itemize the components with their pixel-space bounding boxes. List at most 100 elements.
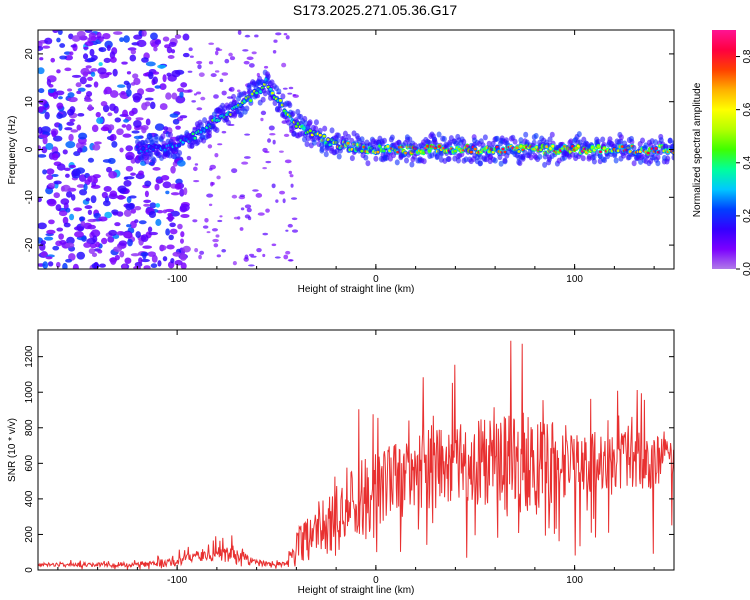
spectrogram-cell <box>427 149 432 153</box>
spectrogram-cell <box>287 92 293 95</box>
spectrogram-cell <box>580 155 586 162</box>
spectrogram-cell <box>602 157 608 164</box>
spectrogram-cell <box>267 138 271 143</box>
spectrogram-cell <box>196 91 202 95</box>
spectrogram-cell <box>167 212 173 217</box>
spectrogram-cell <box>98 62 103 66</box>
spectrogram-cell <box>162 209 168 214</box>
spectrogram-cell <box>145 87 155 93</box>
spectrogram-cell <box>40 126 51 134</box>
spectrogram-cell <box>441 135 447 142</box>
spectrogram-cell <box>95 111 101 118</box>
snr-xtick-label: 0 <box>373 575 379 586</box>
spectrogram-cell <box>154 85 161 89</box>
spectrogram-cell <box>42 169 48 175</box>
spectrogram-cell <box>386 145 390 148</box>
spectrogram-cell <box>179 91 184 98</box>
spectrogram-cell <box>665 155 671 162</box>
spectrogram-cell <box>640 137 646 144</box>
spectrogram-cell <box>145 137 151 144</box>
snr-xlabel: Height of straight line (km) <box>298 585 415 596</box>
spectrogram-cell <box>163 126 169 131</box>
spectrogram-cell <box>93 141 102 145</box>
spectrogram-cell <box>154 183 160 191</box>
spectrogram-ylabel: Frequency (Hz) <box>7 116 18 185</box>
spectrogram-cell <box>255 193 263 198</box>
spectrogram-cell <box>631 144 637 151</box>
spectrogram-cell <box>671 154 674 161</box>
spectrogram-cell <box>143 265 151 269</box>
spectrogram-cell <box>56 37 61 43</box>
spectrogram-cell <box>107 157 116 165</box>
spectrogram-cell <box>248 63 255 68</box>
spectrogram-cell <box>289 111 295 118</box>
spectrogram-cell <box>64 67 72 72</box>
spectrogram-cell <box>231 93 237 100</box>
spectrogram-cell <box>291 217 298 221</box>
spectrogram-cell <box>494 135 500 142</box>
spectrogram-cell <box>144 180 152 187</box>
spectrogram-cell <box>209 164 216 170</box>
spectrogram-cell <box>478 160 484 167</box>
spectrogram-cell <box>523 131 529 138</box>
spectrogram-cell <box>208 42 215 45</box>
spectrogram-cell <box>155 218 162 226</box>
spectrogram-cell <box>77 147 83 153</box>
spectrogram-cell <box>97 67 107 75</box>
spectrogram-cell <box>281 62 287 68</box>
spectrogram-cell <box>260 117 264 122</box>
spectrogram-cell <box>175 95 186 104</box>
spectrogram-cell <box>136 39 147 48</box>
spectrogram-cell <box>473 147 477 151</box>
spectrogram-cell <box>498 160 504 167</box>
spectrogram-cell <box>92 174 101 179</box>
spectrogram-cell <box>248 264 255 267</box>
spectrogram-cell <box>119 250 125 258</box>
spectrogram-cell <box>51 173 59 177</box>
spectrogram-cell <box>160 175 170 181</box>
spectrogram-cell <box>124 176 135 180</box>
spectrogram-cell <box>221 72 229 76</box>
spectrogram-cell <box>285 35 290 40</box>
spectrogram-cell <box>193 179 200 183</box>
spectrogram-cell <box>446 155 452 162</box>
spectrogram-cell <box>67 96 78 103</box>
spectrogram-cell <box>186 155 192 161</box>
spectrogram-cell <box>96 117 104 124</box>
spectrogram-cell <box>46 174 54 180</box>
spectrogram-cell <box>76 251 86 260</box>
spectrogram-cell <box>82 53 89 60</box>
spectrogram-cell <box>64 242 75 248</box>
spectrogram-cell <box>180 231 185 238</box>
spectrogram-cell <box>55 261 61 268</box>
spectrogram-cell <box>515 146 519 150</box>
spectrogram-cell <box>382 149 386 153</box>
spectrogram-cell <box>175 125 181 130</box>
spectrogram-xtick-label: -100 <box>167 274 187 285</box>
spectrogram-cell <box>591 158 597 165</box>
spectrogram-cell <box>221 130 227 134</box>
spectrogram-cell <box>123 209 132 217</box>
spectrogram-cell <box>126 124 132 131</box>
spectrogram-cell <box>191 100 196 103</box>
spectrogram-cell <box>628 135 634 142</box>
spectrogram-cell <box>214 70 220 73</box>
spectrogram-cell <box>246 207 252 213</box>
spectrogram-cell <box>409 161 415 168</box>
spectrogram-cell <box>241 90 247 97</box>
spectrogram-cell <box>159 103 168 110</box>
spectrogram-cell <box>631 160 637 167</box>
spectrogram-cell <box>79 216 84 223</box>
spectrogram-cell <box>263 65 269 69</box>
spectrogram-cell <box>42 136 48 145</box>
spectrogram-cell <box>132 73 139 79</box>
spectrogram-cell <box>125 88 132 97</box>
spectrogram-cell <box>38 45 44 52</box>
spectrogram-cell <box>202 225 209 229</box>
spectrogram-cell <box>171 70 181 78</box>
spectrogram-cell <box>105 72 112 76</box>
spectrogram-cell <box>243 156 251 159</box>
spectrogram-cell <box>275 199 279 203</box>
spectrogram-cell <box>40 240 46 245</box>
